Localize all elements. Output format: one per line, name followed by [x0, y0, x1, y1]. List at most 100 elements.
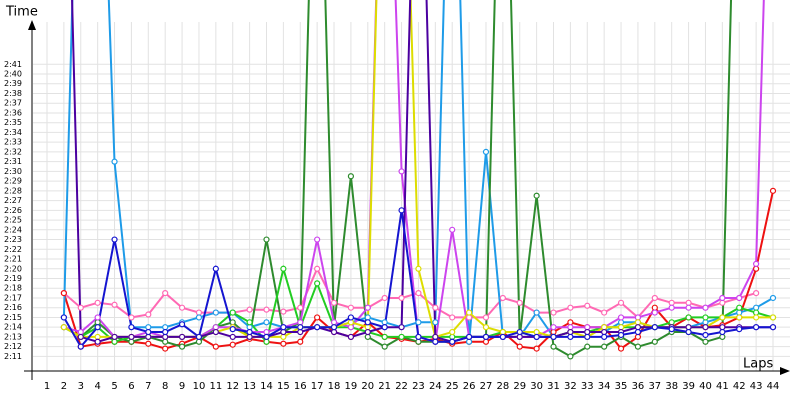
point-marker: [651, 324, 658, 331]
point-marker: [567, 328, 574, 336]
point-marker: [567, 304, 574, 311]
point-marker: [398, 207, 405, 214]
point-marker: [465, 338, 473, 345]
point-marker: [769, 294, 777, 302]
point-marker: [685, 299, 692, 306]
point-marker: [685, 328, 692, 336]
point-marker: [145, 324, 152, 331]
point-marker: [550, 309, 557, 316]
point-marker: [195, 314, 203, 321]
point-marker: [111, 158, 118, 165]
point-marker: [94, 319, 101, 326]
x-tick-label: 21: [378, 381, 391, 392]
y-tick-label: 2:39: [4, 79, 22, 88]
point-marker: [449, 338, 456, 345]
point-marker: [246, 328, 253, 336]
point-marker: [246, 324, 253, 331]
point-marker: [128, 338, 135, 345]
x-tick-label: 11: [209, 381, 222, 392]
y-tick-label: 2:12: [4, 342, 22, 351]
point-marker: [195, 338, 203, 345]
x-tick-label: 14: [260, 381, 273, 392]
point-marker: [516, 328, 523, 336]
point-marker: [145, 328, 152, 336]
point-marker: [702, 319, 709, 326]
point-marker: [330, 319, 338, 326]
point-marker: [314, 265, 321, 272]
point-marker: [719, 333, 726, 341]
point-marker: [449, 314, 456, 321]
point-marker: [533, 345, 540, 352]
point-marker: [617, 345, 625, 352]
x-tick-label: 26: [463, 381, 476, 392]
point-marker: [449, 333, 456, 341]
ticks: 2:112:122:132:142:152:162:172:182:192:20…: [4, 60, 779, 392]
point-marker: [263, 328, 270, 336]
point-marker: [634, 328, 642, 336]
point-marker: [347, 333, 355, 341]
point-marker: [634, 319, 642, 326]
point-marker: [212, 343, 219, 350]
point-marker: [753, 260, 760, 267]
point-marker: [533, 309, 540, 316]
x-tick-label: 12: [226, 381, 239, 392]
point-marker: [584, 324, 591, 331]
point-marker: [246, 306, 253, 313]
y-tick-label: 2:36: [4, 108, 22, 117]
point-marker: [584, 328, 591, 336]
plot-area: [60, 0, 777, 360]
point-marker: [702, 304, 709, 311]
point-marker: [314, 324, 321, 331]
x-tick-label: 5: [111, 381, 117, 392]
point-marker: [330, 299, 338, 306]
point-marker: [415, 289, 422, 297]
x-tick-label: 2: [61, 381, 67, 392]
x-tick-label: 30: [530, 381, 543, 392]
point-marker: [347, 319, 355, 326]
y-tick-label: 2:19: [4, 274, 22, 283]
point-marker: [736, 314, 743, 321]
point-marker: [617, 324, 625, 331]
point-marker: [77, 343, 84, 350]
point-marker: [60, 324, 67, 331]
point-marker: [128, 324, 135, 331]
point-marker: [465, 314, 473, 321]
x-tick-label: 38: [665, 381, 678, 392]
x-tick-label: 37: [648, 381, 661, 392]
y-tick-label: 2:13: [4, 332, 22, 341]
point-marker: [685, 314, 692, 321]
point-marker: [263, 236, 270, 243]
point-marker: [364, 304, 371, 311]
point-marker: [702, 338, 709, 345]
point-marker: [364, 324, 371, 331]
x-tick-label: 44: [767, 381, 780, 392]
x-tick-label: 27: [480, 381, 493, 392]
x-tick-label: 22: [395, 381, 408, 392]
point-marker: [449, 226, 456, 233]
point-marker: [314, 280, 321, 287]
point-marker: [482, 148, 490, 156]
x-tick-label: 33: [581, 381, 594, 392]
y-tick-label: 2:31: [4, 157, 22, 166]
x-tick-label: 20: [361, 381, 374, 392]
point-marker: [297, 338, 304, 345]
point-marker: [617, 331, 625, 339]
point-marker: [753, 309, 760, 316]
point-marker: [246, 319, 253, 326]
point-marker: [381, 319, 388, 326]
point-marker: [432, 333, 439, 341]
x-tick-label: 42: [733, 381, 746, 392]
point-marker: [111, 236, 118, 243]
y-tick-label: 2:28: [4, 186, 22, 195]
point-marker: [482, 333, 490, 341]
point-marker: [212, 324, 219, 331]
x-tick-label: 19: [345, 381, 358, 392]
y-tick-label: 2:14: [4, 323, 22, 332]
point-marker: [769, 324, 777, 331]
point-marker: [162, 345, 169, 352]
point-marker: [516, 333, 523, 341]
point-marker: [668, 319, 675, 326]
point-marker: [516, 343, 523, 350]
point-marker: [162, 333, 169, 341]
point-marker: [753, 265, 760, 272]
